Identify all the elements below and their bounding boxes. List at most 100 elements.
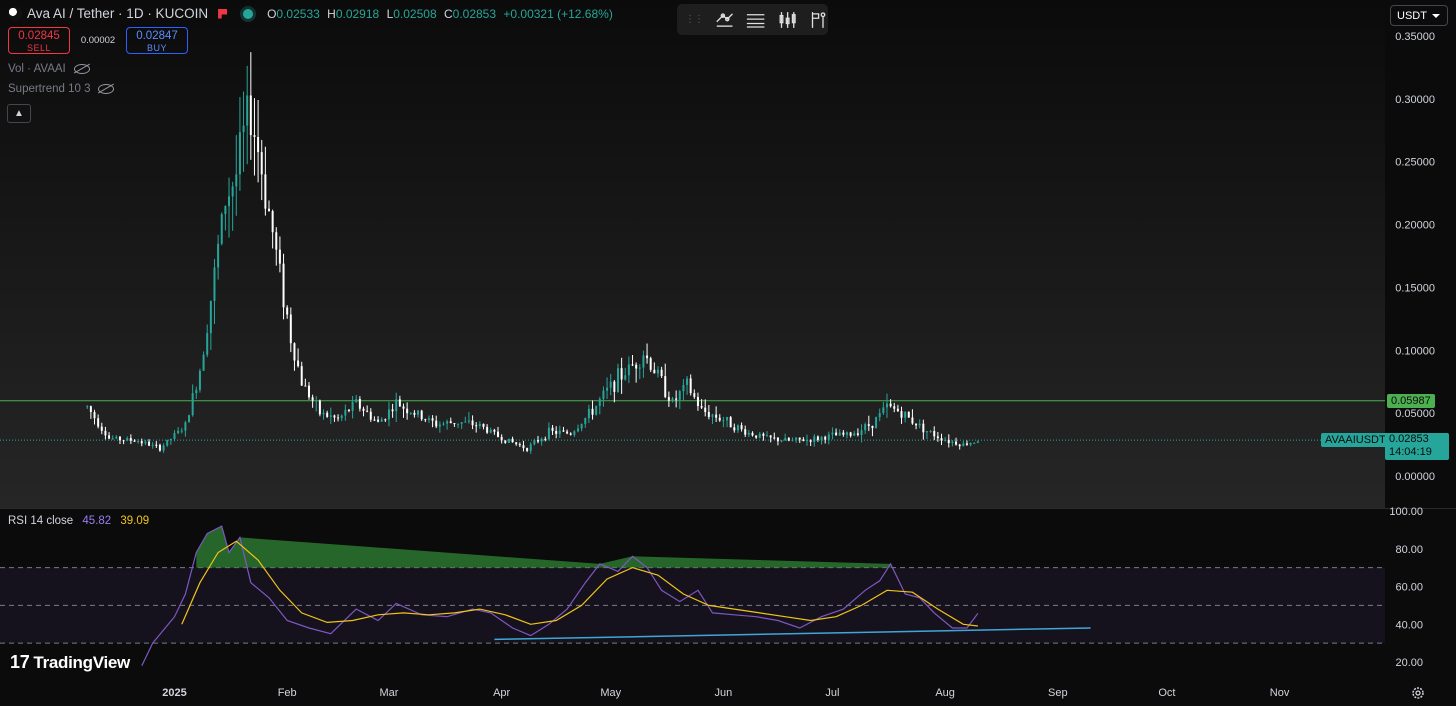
candle-body bbox=[951, 441, 954, 444]
candle-body bbox=[293, 343, 296, 361]
candle-body bbox=[86, 406, 89, 408]
candle-body bbox=[933, 430, 936, 437]
candle-body bbox=[406, 408, 409, 414]
rsi-legend[interactable]: RSI 14 close 45.82 39.09 bbox=[8, 515, 149, 527]
candle-body bbox=[711, 414, 714, 417]
collapse-legend-button[interactable]: ▲ bbox=[7, 104, 31, 123]
candle-body bbox=[398, 399, 401, 407]
buy-button[interactable]: 0.02847 BUY bbox=[126, 27, 188, 54]
fib-icon[interactable] bbox=[809, 10, 828, 30]
rsi-tick-label: 80.00 bbox=[1395, 544, 1423, 556]
candle-body bbox=[751, 432, 754, 436]
candle-body bbox=[322, 412, 325, 415]
candle-body bbox=[627, 364, 630, 376]
candle-body bbox=[773, 437, 776, 439]
price-grid bbox=[0, 0, 1456, 509]
candle-body bbox=[936, 436, 939, 439]
gear-icon[interactable] bbox=[1411, 686, 1425, 700]
candle-body bbox=[682, 384, 685, 392]
candlestick-series bbox=[86, 52, 979, 454]
candle-body bbox=[871, 425, 874, 429]
supertrend-indicator[interactable]: Supertrend 10 3 bbox=[8, 83, 115, 95]
hidden-eye-icon[interactable] bbox=[98, 84, 115, 94]
candle-body bbox=[544, 438, 547, 440]
symbol-logo-icon bbox=[8, 6, 22, 21]
symbol-tag: AVAAIUSDT bbox=[1321, 433, 1390, 447]
candle-body bbox=[162, 445, 165, 451]
symbol-title[interactable]: Ava AI / Tether · 1D · KUCOIN bbox=[27, 6, 209, 21]
trend-line-icon[interactable] bbox=[715, 10, 734, 30]
time-tick-label: Apr bbox=[493, 687, 510, 699]
candle-body bbox=[686, 378, 689, 385]
candle-body bbox=[126, 438, 129, 441]
trade-buttons: 0.02845 SELL 0.00002 0.02847 BUY bbox=[8, 27, 188, 54]
volume-indicator[interactable]: Vol · AVAAI bbox=[8, 63, 90, 75]
horizontal-lines-icon[interactable] bbox=[746, 10, 765, 30]
candle-body bbox=[231, 186, 234, 197]
candle-body bbox=[242, 125, 245, 133]
candle-body bbox=[97, 418, 100, 427]
candle-body bbox=[707, 412, 710, 417]
candle-body bbox=[533, 440, 536, 445]
candle-body bbox=[664, 376, 667, 398]
time-tick-label: Mar bbox=[379, 687, 398, 699]
candle-body bbox=[766, 435, 769, 437]
candle-body bbox=[358, 398, 361, 409]
candles-icon[interactable] bbox=[778, 10, 797, 30]
candle-body bbox=[467, 420, 470, 422]
candle-body bbox=[642, 355, 645, 368]
candle-body bbox=[337, 417, 340, 419]
candle-body bbox=[384, 419, 387, 421]
time-tick-label: 2025 bbox=[162, 687, 186, 699]
candle-body bbox=[547, 427, 550, 440]
hidden-eye-icon[interactable] bbox=[73, 64, 90, 74]
flag-icon[interactable] bbox=[218, 8, 228, 19]
rsi-value: 45.82 bbox=[82, 515, 112, 527]
price-tick-label: 0.25000 bbox=[1395, 157, 1435, 169]
candle-body bbox=[209, 300, 212, 334]
candle-body bbox=[198, 370, 201, 390]
candle-body bbox=[878, 413, 881, 418]
candle-body bbox=[420, 410, 423, 420]
candle-body bbox=[507, 438, 510, 443]
candle-body bbox=[918, 423, 921, 426]
candle-body bbox=[311, 397, 314, 401]
countdown: 14:04:19 bbox=[1389, 446, 1432, 458]
candle-body bbox=[598, 398, 601, 406]
candle-body bbox=[973, 442, 976, 444]
candle-body bbox=[860, 430, 863, 435]
market-status-icon bbox=[243, 8, 254, 19]
candle-body bbox=[427, 418, 430, 420]
candle-body bbox=[220, 214, 223, 244]
candle-body bbox=[417, 410, 420, 415]
drag-handle-icon[interactable]: ⋮⋮ bbox=[685, 14, 704, 25]
candle-body bbox=[587, 408, 590, 419]
candle-body bbox=[907, 411, 910, 418]
candle-body bbox=[275, 232, 278, 250]
horizontal-line bbox=[0, 400, 1385, 441]
candle-body bbox=[755, 435, 758, 438]
tradingview-logo[interactable]: 17 TradingView bbox=[10, 652, 130, 673]
spread-value: 0.00002 bbox=[80, 35, 116, 46]
candle-body bbox=[882, 407, 885, 414]
brand-name: TradingView bbox=[33, 652, 130, 672]
candle-body bbox=[911, 417, 914, 424]
rsi-line bbox=[141, 525, 979, 667]
high-value: 0.02918 bbox=[335, 6, 380, 21]
candle-body bbox=[409, 412, 412, 414]
rsi-ma-line bbox=[181, 540, 978, 627]
currency-select[interactable]: USDT bbox=[1390, 5, 1448, 26]
candle-body bbox=[529, 444, 532, 451]
candle-body bbox=[976, 441, 979, 443]
rsi-tick-label: 60.00 bbox=[1395, 582, 1423, 594]
candle-body bbox=[344, 409, 347, 416]
candle-body bbox=[776, 437, 779, 442]
sell-button[interactable]: 0.02845 SELL bbox=[8, 27, 70, 54]
candle-body bbox=[675, 398, 678, 400]
candle-body bbox=[482, 423, 485, 427]
symbol-legend[interactable]: Ava AI / Tether · 1D · KUCOIN O0.02533 H… bbox=[8, 6, 617, 21]
candle-body bbox=[449, 421, 452, 424]
candle-body bbox=[649, 358, 652, 370]
rsi-tick-label: 20.00 bbox=[1395, 657, 1423, 669]
